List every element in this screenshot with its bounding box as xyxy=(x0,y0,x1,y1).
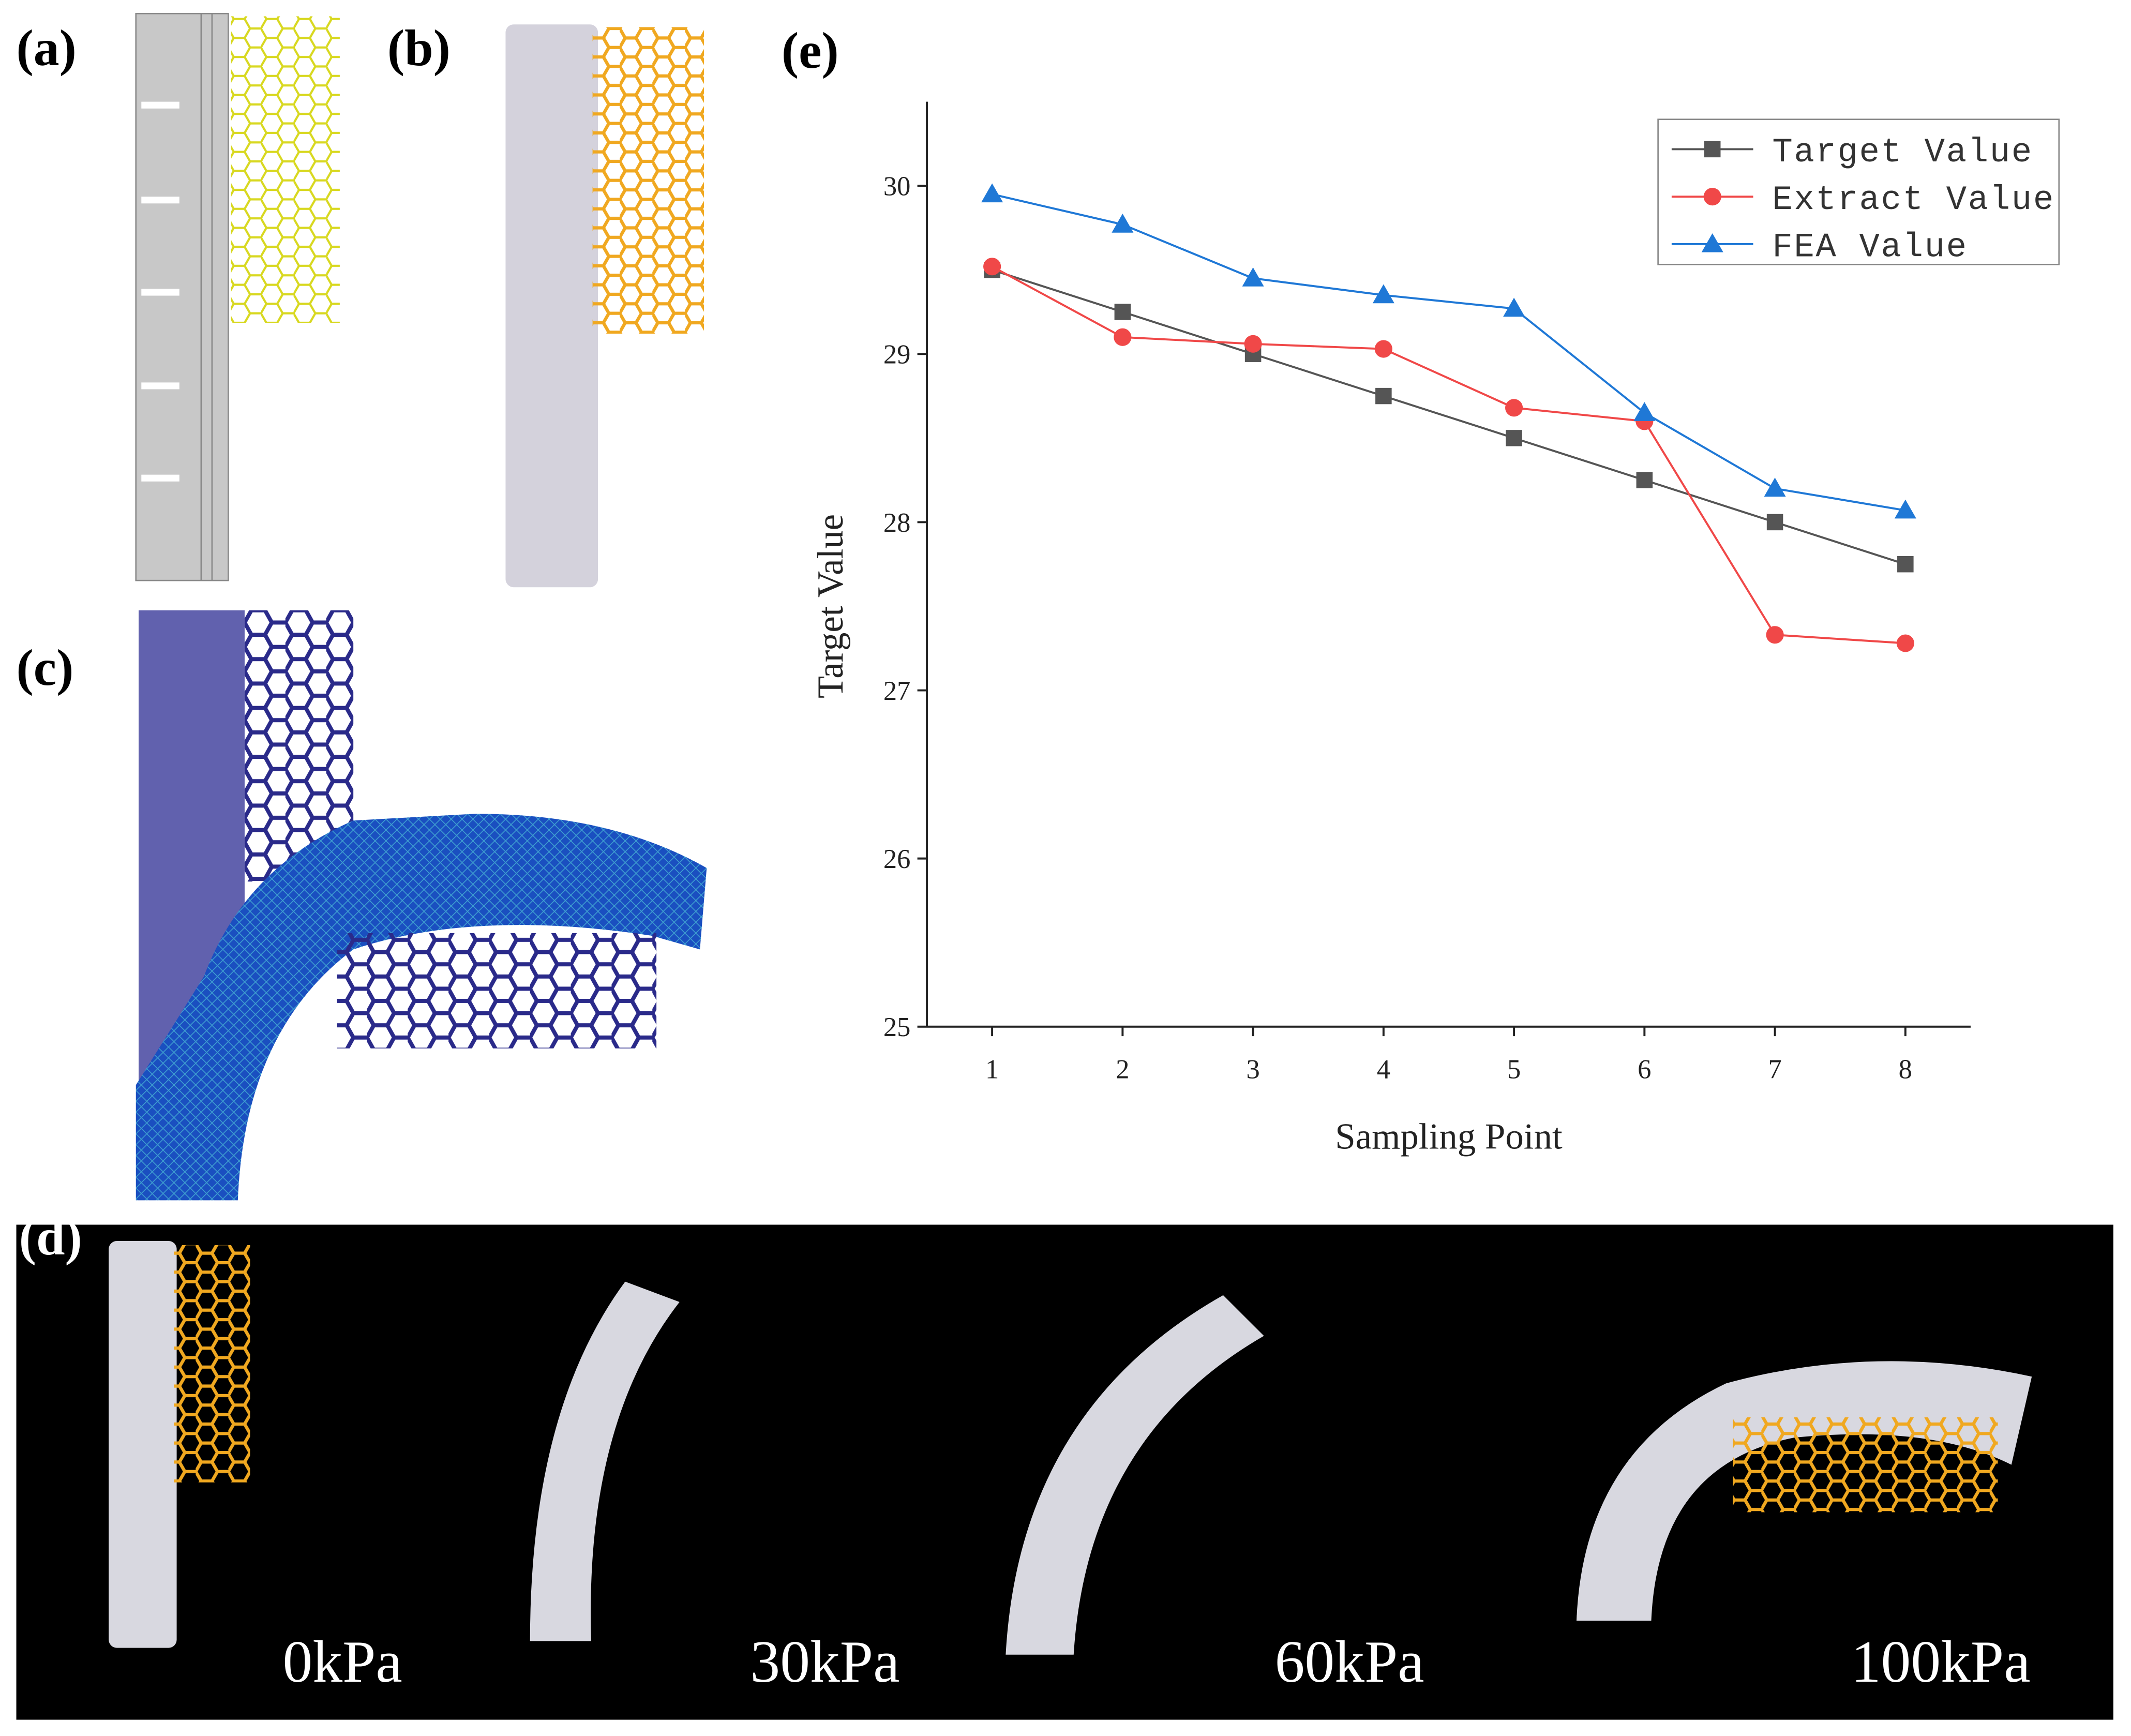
data-point xyxy=(1894,499,1916,519)
legend-box xyxy=(1657,118,2060,265)
legend-marker xyxy=(1701,233,1723,252)
data-point xyxy=(981,183,1003,203)
y-tick-label: 25 xyxy=(883,1012,911,1042)
data-point xyxy=(1375,387,1392,405)
chart: Sampling Point Target Value xyxy=(811,101,2060,1157)
data-point xyxy=(1503,297,1525,317)
panel-c-simulation xyxy=(136,610,707,1201)
legend-label: Extract Value xyxy=(1772,181,2055,219)
y-axis-title: Target Value xyxy=(811,514,851,698)
data-point xyxy=(1633,402,1656,421)
pressure-label: 30kPa xyxy=(750,1628,899,1695)
panel-label: (e) xyxy=(782,22,839,79)
x-axis-title: Sampling Point xyxy=(1335,1117,1563,1157)
legend-label: Target Value xyxy=(1772,133,2033,172)
legend-marker xyxy=(1704,141,1721,158)
panel-label: (c) xyxy=(17,639,74,696)
data-point xyxy=(1636,472,1653,488)
x-tick-label: 6 xyxy=(1638,1054,1651,1084)
series-line xyxy=(992,265,1905,645)
data-point xyxy=(1244,335,1262,353)
data-point xyxy=(1374,340,1392,358)
series-line xyxy=(992,193,1906,512)
panel-b-photo xyxy=(505,24,704,588)
legend-marker xyxy=(1703,188,1721,206)
x-tick-label: 3 xyxy=(1246,1054,1259,1084)
data-point xyxy=(1766,514,1783,531)
data-point xyxy=(1506,430,1522,446)
x-tick-label: 8 xyxy=(1899,1054,1912,1084)
x-tick-label: 2 xyxy=(1116,1054,1129,1084)
legend-label: FEA Value xyxy=(1772,228,1968,267)
data-point xyxy=(1372,284,1394,304)
x-tick-label: 4 xyxy=(1377,1054,1390,1084)
panel-d-photos xyxy=(16,1224,2113,1720)
x-tick-label: 7 xyxy=(1768,1054,1781,1084)
y-tick-label: 30 xyxy=(883,172,911,202)
y-tick-label: 28 xyxy=(883,508,911,538)
pressure-label: 0kPa xyxy=(283,1628,402,1695)
data-point xyxy=(1896,634,1914,652)
y-tick-label: 29 xyxy=(883,340,911,370)
pressure-label: 60kPa xyxy=(1275,1628,1424,1695)
data-point xyxy=(1897,556,1914,573)
y-tick-label: 27 xyxy=(883,676,911,706)
data-point xyxy=(983,258,1001,276)
panel-a-drawing xyxy=(135,12,340,581)
panel-label: (a) xyxy=(17,19,77,77)
data-point xyxy=(1242,267,1264,287)
data-point xyxy=(1766,626,1784,644)
panel-label: (d) xyxy=(19,1208,82,1266)
y-tick-label: 26 xyxy=(883,844,911,874)
data-point xyxy=(1112,213,1134,233)
panel-label: (b) xyxy=(387,19,451,77)
x-tick-label: 1 xyxy=(985,1054,999,1084)
data-point xyxy=(1114,328,1132,346)
series-line xyxy=(992,268,1906,565)
x-tick-label: 5 xyxy=(1507,1054,1521,1084)
data-point xyxy=(1764,477,1786,497)
data-point xyxy=(1114,304,1131,320)
data-point xyxy=(1505,399,1523,417)
pressure-label: 100kPa xyxy=(1851,1628,2031,1695)
